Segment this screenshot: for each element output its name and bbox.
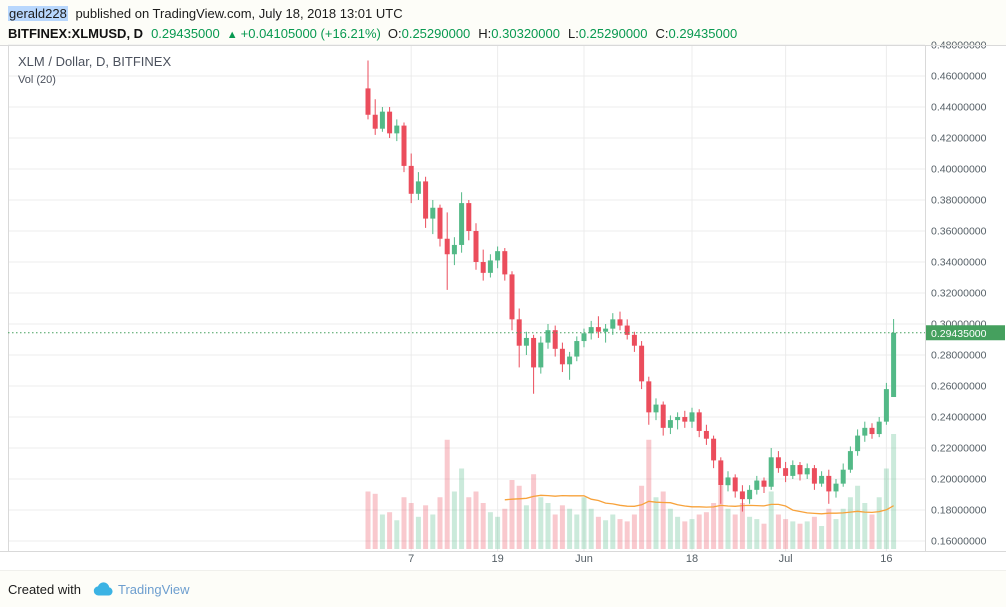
- svg-text:0.28000000: 0.28000000: [931, 350, 987, 362]
- change-value: +0.04105000 (+16.21%): [240, 26, 381, 41]
- open-pair: O:0.25290000: [388, 26, 470, 41]
- ohlc-bar: BITFINEX:XLMUSD, D 0.29435000 ▲ +0.04105…: [8, 26, 1006, 41]
- open-value: 0.25290000: [401, 26, 471, 41]
- svg-text:0.42000000: 0.42000000: [931, 133, 987, 145]
- open-label: O:: [387, 26, 402, 41]
- price-chart-canvas[interactable]: 0.480000000.460000000.440000000.42000000…: [0, 40, 1006, 570]
- svg-text:0.24000000: 0.24000000: [931, 412, 987, 424]
- close-pair: C:0.29435000: [656, 26, 738, 41]
- tradingview-cloud-logo-icon: [93, 582, 113, 596]
- published-line: gerald228 published on TradingView.com, …: [8, 6, 1006, 23]
- low-pair: L:0.25290000: [568, 26, 648, 41]
- svg-text:0.38000000: 0.38000000: [931, 195, 987, 207]
- created-with-text: Created with: [8, 581, 81, 597]
- close-value: 0.29435000: [668, 26, 738, 41]
- svg-text:0.36000000: 0.36000000: [931, 226, 987, 238]
- svg-text:0.40000000: 0.40000000: [931, 164, 987, 176]
- svg-text:16: 16: [880, 553, 892, 565]
- svg-text:0.34000000: 0.34000000: [931, 257, 987, 269]
- change-up-arrow-icon: ▲: [226, 29, 238, 41]
- svg-text:19: 19: [491, 553, 503, 565]
- high-pair: H:0.30320000: [478, 26, 560, 41]
- low-label: L:: [567, 26, 579, 41]
- svg-text:0.32000000: 0.32000000: [931, 288, 987, 300]
- svg-text:Jul: Jul: [779, 553, 793, 565]
- svg-text:0.16000000: 0.16000000: [931, 536, 987, 548]
- published-text: published on TradingView.com, July 18, 2…: [75, 6, 403, 21]
- tradingview-link[interactable]: TradingView: [93, 582, 190, 597]
- svg-text:0.44000000: 0.44000000: [931, 102, 987, 114]
- high-label: H:: [478, 26, 492, 41]
- footer: Created with TradingView: [0, 570, 1006, 607]
- svg-text:0.26000000: 0.26000000: [931, 381, 987, 393]
- svg-text:Jun: Jun: [575, 553, 593, 565]
- svg-text:18: 18: [686, 553, 698, 565]
- close-label: C:: [655, 26, 669, 41]
- svg-text:7: 7: [408, 553, 414, 565]
- last-price-value: 0.29435000: [151, 26, 220, 41]
- svg-text:0.20000000: 0.20000000: [931, 474, 987, 486]
- svg-text:0.29435000: 0.29435000: [931, 328, 987, 340]
- high-value: 0.30320000: [491, 26, 560, 41]
- svg-text:0.18000000: 0.18000000: [931, 505, 987, 517]
- low-value: 0.25290000: [578, 26, 648, 41]
- chart-area: 0.48000000 0.46000000 0.44000000 0.42000000…: [0, 40, 1006, 570]
- tradingview-brand-text: TradingView: [117, 581, 190, 597]
- symbol-interval: BITFINEX:XLMUSD, D: [8, 26, 144, 41]
- author-name: gerald228: [8, 6, 68, 21]
- header: gerald228 published on TradingView.com, …: [0, 0, 1006, 45]
- svg-text:0.22000000: 0.22000000: [931, 443, 987, 455]
- svg-text:0.46000000: 0.46000000: [931, 71, 987, 83]
